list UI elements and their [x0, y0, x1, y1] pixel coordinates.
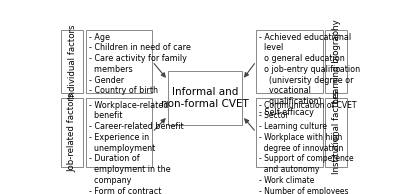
- Text: Job-related factors: Job-related factors: [68, 93, 77, 172]
- Text: Individual factors: Individual factors: [68, 24, 77, 99]
- FancyBboxPatch shape: [168, 71, 242, 125]
- FancyBboxPatch shape: [62, 98, 83, 167]
- Text: Informal and
non-formal CVET: Informal and non-formal CVET: [161, 87, 249, 109]
- FancyBboxPatch shape: [325, 98, 347, 167]
- FancyBboxPatch shape: [62, 30, 83, 93]
- FancyBboxPatch shape: [256, 30, 323, 93]
- Text: Institutional factors: Institutional factors: [332, 90, 341, 174]
- Text: - Workplace-related
  benefit
- Career-related benefit
- Experience in
  unemplo: - Workplace-related benefit - Career-rel…: [89, 101, 183, 194]
- Text: Learning biography: Learning biography: [332, 19, 341, 103]
- FancyBboxPatch shape: [325, 30, 347, 93]
- Text: - Achieved educational
  level
  o general education
  o job-entry qualification: - Achieved educational level o general e…: [259, 33, 360, 117]
- FancyBboxPatch shape: [86, 98, 152, 167]
- FancyBboxPatch shape: [256, 98, 323, 167]
- FancyBboxPatch shape: [86, 30, 152, 93]
- Text: - Communication of CVET
- Sector
- Learning culture
- Workplace with high
  degr: - Communication of CVET - Sector - Learn…: [259, 101, 357, 194]
- Text: - Age
- Children in need of care
- Care activity for family
  members
- Gender
-: - Age - Children in need of care - Care …: [89, 33, 191, 95]
